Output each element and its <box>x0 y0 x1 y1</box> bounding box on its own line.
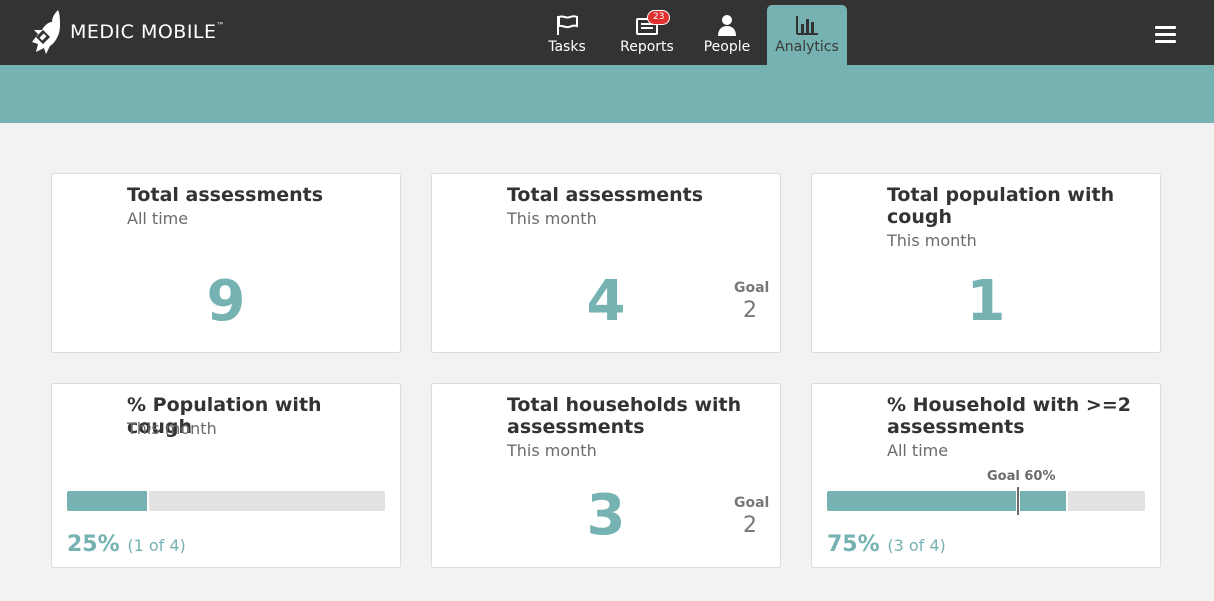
logo-text: MEDIC MOBILE™ <box>70 21 226 43</box>
target-value: 9 <box>206 269 246 334</box>
target-period: This month <box>507 441 597 460</box>
target-card-population-with-cough: Total population with cough This month 1 <box>811 173 1161 353</box>
flag-icon <box>557 15 578 35</box>
target-value: 1 <box>966 269 1006 334</box>
analytics-subheader-bar <box>0 65 1214 123</box>
target-card-percent-household-assessments: % Household with >=2 assessments All tim… <box>811 383 1161 568</box>
target-period: This month <box>127 419 217 438</box>
tab-people[interactable]: People <box>687 5 767 65</box>
target-card-households-assessments: Total households with assessments This m… <box>431 383 781 568</box>
medic-mobile-logo[interactable]: MEDIC MOBILE™ <box>30 8 225 56</box>
target-title: Total households with assessments <box>507 394 742 438</box>
target-period: All time <box>887 441 949 460</box>
progress-percent: 25% (1 of 4) <box>67 532 186 557</box>
tab-analytics[interactable]: Analytics <box>767 5 847 65</box>
target-card-total-assessments-month: Total assessments This month 4 Goal 2 <box>431 173 781 353</box>
target-title: Total population with cough <box>887 184 1115 228</box>
target-card-total-assessments-all-time: Total assessments All time 9 <box>51 173 401 353</box>
tab-analytics-label: Analytics <box>775 39 839 55</box>
dove-logo-icon <box>32 10 60 54</box>
target-title: % Household with >=2 assessments <box>887 394 1131 438</box>
tab-reports[interactable]: 23 Reports <box>607 5 687 65</box>
target-value: 4 <box>586 269 626 334</box>
progress-bar-divider <box>1066 491 1068 511</box>
progress-bar <box>67 491 385 511</box>
tab-tasks-label: Tasks <box>548 39 586 55</box>
top-navigation-bar: MEDIC MOBILE™ Tasks 23 Reports People <box>0 0 1214 65</box>
tab-people-label: People <box>703 39 751 55</box>
target-title: Total assessments <box>127 184 324 206</box>
target-period: This month <box>507 209 597 228</box>
goal-label: Goal 60% <box>987 469 1056 484</box>
goal-value: 2 <box>743 298 757 323</box>
progress-bar-fill <box>827 491 1066 511</box>
progress-detail: (1 of 4) <box>127 536 186 555</box>
progress-bar-divider <box>147 491 149 511</box>
target-card-percent-population-cough: % Population with cough This month 25% (… <box>51 383 401 568</box>
goal-value: 2 <box>743 513 757 538</box>
target-period: All time <box>127 209 189 228</box>
goal-label: Goal <box>734 495 770 511</box>
progress-bar-fill <box>67 491 147 511</box>
goal-marker <box>1016 487 1020 515</box>
person-icon <box>718 15 736 36</box>
hamburger-menu-icon[interactable] <box>1155 26 1176 44</box>
target-value: 3 <box>586 483 626 548</box>
goal-label: Goal <box>734 280 770 296</box>
target-period: This month <box>887 231 977 250</box>
progress-bar <box>827 491 1145 511</box>
tab-reports-label: Reports <box>620 39 674 55</box>
bar-chart-icon <box>796 16 818 35</box>
tab-tasks[interactable]: Tasks <box>527 5 607 65</box>
progress-percent: 75% (3 of 4) <box>827 532 946 557</box>
target-title: % Population with cough <box>127 394 322 438</box>
target-title: Total assessments <box>507 184 704 206</box>
reports-unread-badge: 23 <box>647 10 671 25</box>
progress-detail: (3 of 4) <box>887 536 946 555</box>
